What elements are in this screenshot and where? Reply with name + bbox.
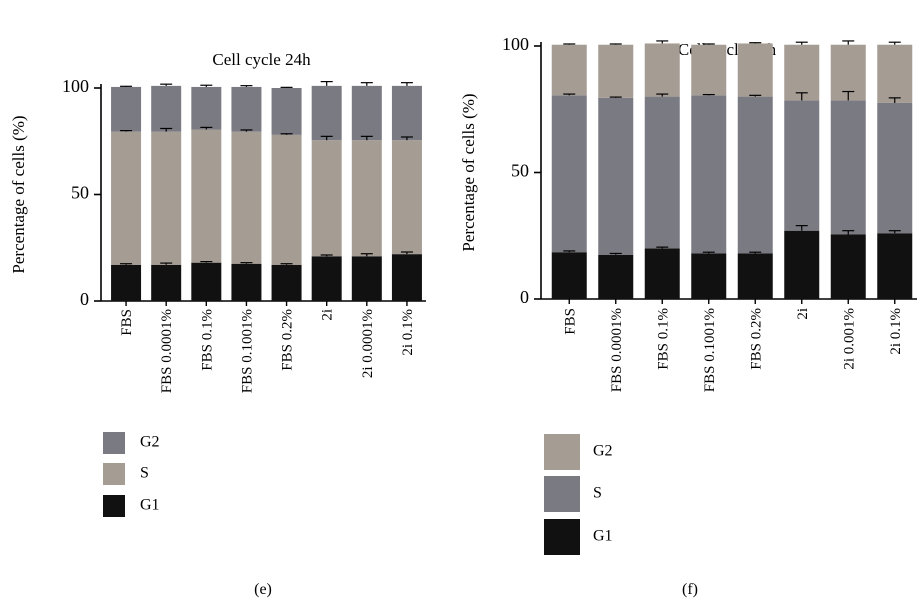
y-tick-label: 100 — [62, 76, 89, 96]
x-tick-label-7: 2i 0.1% — [888, 308, 904, 355]
bar-g1-4 — [737, 253, 773, 299]
y-tick-label: 50 — [71, 183, 89, 203]
x-tick-label-4: FBS 0.2% — [748, 308, 764, 370]
bar-g2-4 — [271, 88, 302, 135]
x-tick-label-1: FBS 0.0001% — [159, 309, 175, 393]
bar-g1-0 — [111, 264, 142, 301]
bar-g2-1 — [598, 44, 634, 98]
legend-swatch-g1 — [544, 519, 580, 555]
bar-s-7 — [391, 140, 422, 255]
bar-s-2 — [191, 129, 222, 263]
legend-swatch-g2 — [103, 432, 125, 454]
bar-g2-1 — [151, 85, 182, 132]
legend-label-g1: G1 — [593, 528, 613, 545]
legend-swatch-s — [544, 476, 580, 512]
legend-label-s: S — [140, 465, 149, 482]
bar-s-1 — [151, 131, 182, 265]
x-tick-label-0: FBS — [562, 308, 578, 335]
legend-label-g2: G2 — [593, 443, 613, 460]
bar-s-4 — [737, 96, 773, 254]
y-axis-label: Percentage of cells (%) — [459, 93, 478, 251]
panel-label: (f) — [682, 581, 698, 598]
panel-e: Cell cycle 24h Percentage of cells (%) 0 50… — [9, 50, 426, 598]
bar-g2-5 — [311, 85, 342, 141]
bar-g1-6 — [830, 234, 866, 299]
bar-g1-0 — [551, 252, 587, 299]
bar-g2-0 — [551, 44, 587, 96]
bar-s-4 — [271, 134, 302, 265]
x-tick-label-5: 2i — [320, 309, 336, 321]
y-tick-label: 0 — [520, 287, 529, 307]
bar-g1-2 — [644, 248, 680, 299]
legend-label-g1: G1 — [140, 497, 160, 514]
bar-g1-3 — [231, 263, 262, 301]
x-tick-label-6: 2i 0.001% — [841, 308, 857, 370]
bar-s-1 — [598, 97, 634, 255]
bar-g2-2 — [644, 43, 680, 97]
bar-g2-3 — [231, 86, 262, 132]
legend-label-g2: G2 — [140, 434, 160, 451]
bar-g2-7 — [391, 85, 422, 141]
bar-g1-3 — [691, 253, 727, 299]
x-tick-label-2: FBS 0.1% — [199, 309, 215, 371]
bar-g2-3 — [691, 44, 727, 96]
x-tick-label-3: FBS 0.1001% — [702, 308, 718, 392]
bar-g2-6 — [351, 85, 382, 141]
legend-label-s: S — [593, 485, 602, 502]
panel-label: (e) — [254, 581, 272, 598]
bar-g1-6 — [351, 256, 382, 301]
bar-g2-7 — [877, 44, 913, 103]
bar-g1-7 — [391, 254, 422, 301]
bar-s-6 — [351, 140, 382, 257]
bar-g1-1 — [151, 264, 182, 301]
bar-s-5 — [311, 140, 342, 257]
y-tick-label: 0 — [80, 289, 89, 309]
bar-g1-7 — [877, 233, 913, 299]
x-tick-label-0: FBS — [119, 309, 135, 336]
bar-s-0 — [111, 131, 142, 265]
bar-g1-2 — [191, 262, 222, 301]
y-tick-label: 50 — [511, 161, 529, 181]
bar-g1-4 — [271, 264, 302, 301]
x-tick-label-2: FBS 0.1% — [655, 308, 671, 370]
bar-g1-5 — [311, 256, 342, 301]
bar-g2-5 — [784, 44, 820, 101]
bar-s-2 — [644, 96, 680, 249]
y-axis-label: Percentage of cells (%) — [9, 115, 28, 273]
x-tick-label-3: FBS 0.1001% — [239, 309, 255, 393]
x-tick-label-1: FBS 0.0001% — [609, 308, 625, 392]
bar-s-3 — [231, 131, 262, 264]
y-tick-label: 100 — [502, 34, 529, 54]
x-tick-label-7: 2i 0.1% — [400, 309, 416, 356]
bar-g2-0 — [111, 86, 142, 132]
x-tick-label-4: FBS 0.2% — [280, 309, 296, 371]
bar-s-3 — [691, 95, 727, 254]
bar-s-7 — [877, 102, 913, 234]
bar-g2-2 — [191, 86, 222, 130]
bar-g2-4 — [737, 43, 773, 97]
legend-swatch-g2 — [544, 434, 580, 470]
x-tick-label-5: 2i — [795, 308, 811, 320]
bar-g1-1 — [598, 254, 634, 299]
bar-s-6 — [830, 100, 866, 235]
x-tick-label-6: 2i 0.0001% — [360, 309, 376, 378]
legend-swatch-g1 — [103, 495, 125, 517]
bar-g1-5 — [784, 230, 820, 299]
bar-s-5 — [784, 100, 820, 231]
legend-swatch-s — [103, 463, 125, 485]
bar-s-0 — [551, 95, 587, 253]
chart-title: Cell cycle 24h — [212, 50, 311, 69]
